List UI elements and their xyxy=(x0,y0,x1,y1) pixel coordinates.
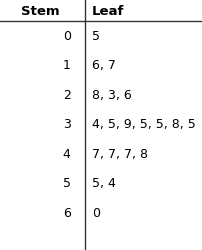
Text: 0: 0 xyxy=(92,207,100,220)
Text: 7, 7, 7, 8: 7, 7, 7, 8 xyxy=(92,148,148,161)
Text: 4: 4 xyxy=(63,148,71,161)
Text: 6, 7: 6, 7 xyxy=(92,59,116,72)
Text: 5: 5 xyxy=(92,30,100,43)
Text: 5, 4: 5, 4 xyxy=(92,177,116,190)
Text: 0: 0 xyxy=(63,30,71,43)
Text: 8, 3, 6: 8, 3, 6 xyxy=(92,89,132,102)
Text: Stem: Stem xyxy=(21,5,60,18)
Text: Leaf: Leaf xyxy=(92,5,124,18)
Text: 4, 5, 9, 5, 5, 8, 5: 4, 5, 9, 5, 5, 8, 5 xyxy=(92,118,196,131)
Text: 6: 6 xyxy=(63,207,71,220)
Text: 5: 5 xyxy=(63,177,71,190)
Text: 2: 2 xyxy=(63,89,71,102)
Text: 1: 1 xyxy=(63,59,71,72)
Text: 3: 3 xyxy=(63,118,71,131)
